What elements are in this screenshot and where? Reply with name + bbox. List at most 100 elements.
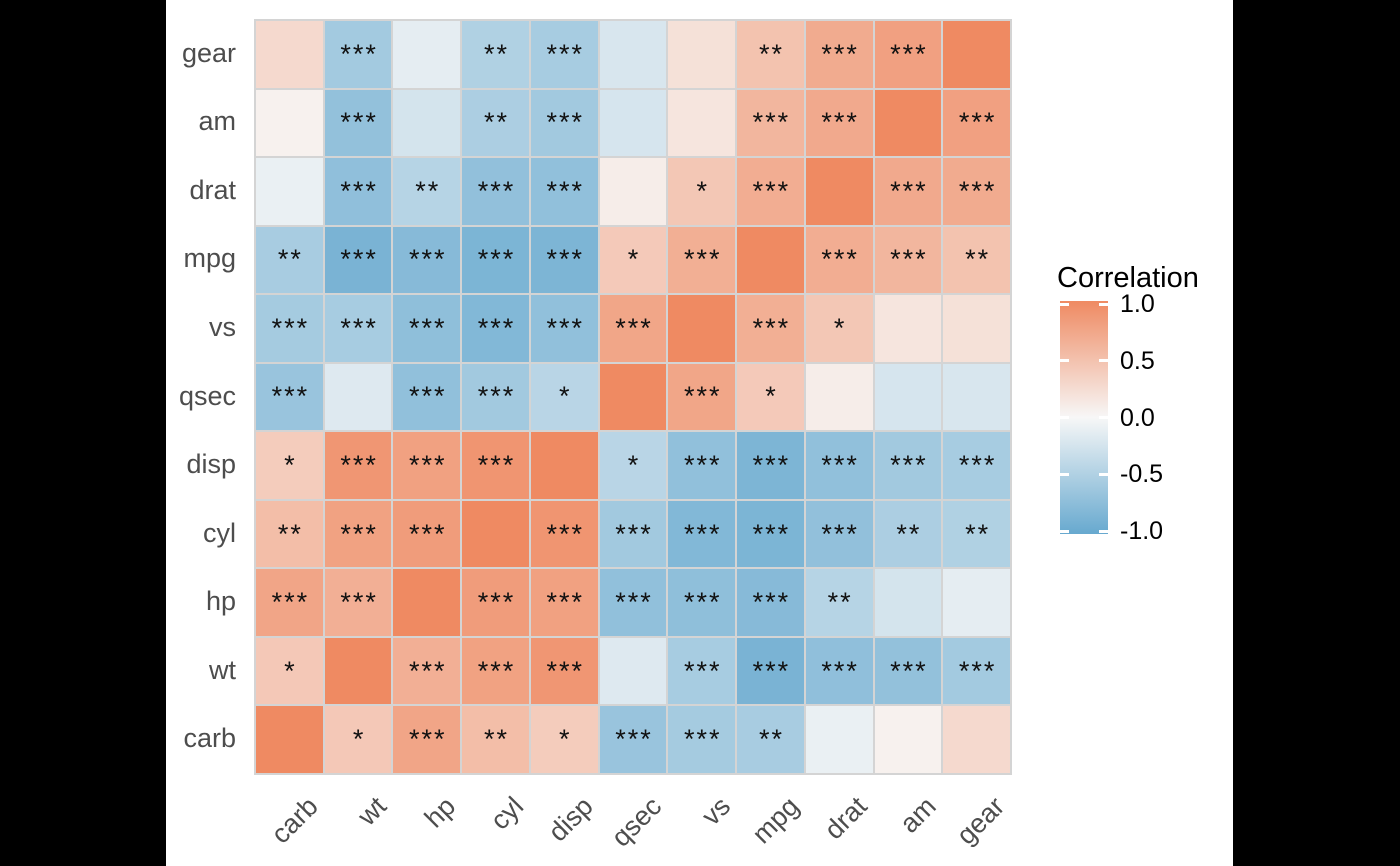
heatmap-cell: *: [324, 706, 392, 773]
colorbar-tick-mark: [1060, 302, 1069, 306]
heatmap-cell: *: [599, 226, 667, 294]
heatmap-cell: ***: [393, 637, 461, 705]
heatmap-cell: [462, 500, 529, 568]
heatmap-cell: ***: [324, 226, 392, 294]
heatmap-cell: **: [256, 226, 323, 294]
heatmap-cell: ***: [462, 295, 529, 362]
heatmap-cell: ***: [393, 226, 461, 294]
y-axis-label: wt: [209, 654, 236, 685]
heatmap-cell: [599, 637, 667, 705]
heatmap-cell: [737, 226, 804, 294]
heatmap-cell: ***: [874, 21, 942, 88]
y-axis-label: carb: [183, 723, 236, 754]
heatmap-cell: [668, 89, 736, 157]
heatmap-grid: *** ** *** ** *** *** *** ** *** *** *** *** *** ** **…: [254, 19, 1012, 775]
heatmap-cell: **: [462, 89, 529, 157]
heatmap-cell: ***: [599, 706, 667, 773]
heatmap-cell: ***: [393, 432, 461, 499]
heatmap-cell: ***: [943, 432, 1010, 499]
y-axis-label: vs: [209, 311, 236, 342]
heatmap-cell: [943, 363, 1010, 431]
heatmap-cell: *: [256, 432, 323, 499]
heatmap-cell: [668, 295, 736, 362]
heatmap-cell: ***: [256, 569, 323, 636]
heatmap-cell: ***: [462, 432, 529, 499]
heatmap-cell: ***: [462, 569, 529, 636]
heatmap-cell: ***: [599, 569, 667, 636]
heatmap-cell: [530, 432, 598, 499]
heatmap-cell: ***: [737, 500, 804, 568]
heatmap-cell: ***: [874, 432, 942, 499]
heatmap-cell: ***: [805, 89, 873, 157]
heatmap-cell: [874, 363, 942, 431]
heatmap-cell: ***: [324, 295, 392, 362]
y-axis-label: qsec: [178, 380, 236, 411]
colorbar-tick-mark: [1060, 529, 1069, 533]
heatmap-cell: **: [874, 500, 942, 568]
y-axis-label: hp: [205, 586, 236, 617]
y-axis-label: gear: [181, 37, 236, 68]
heatmap-cell: [943, 21, 1010, 88]
heatmap-cell: ***: [393, 706, 461, 773]
heatmap-cell: ***: [324, 21, 392, 88]
heatmap-cell: ***: [393, 363, 461, 431]
colorbar-tick-mark: [1060, 472, 1069, 476]
heatmap-cell: **: [256, 500, 323, 568]
heatmap-cell: ***: [668, 569, 736, 636]
heatmap-cell: **: [805, 569, 873, 636]
heatmap-cell: ***: [874, 226, 942, 294]
heatmap-cell: ***: [599, 500, 667, 568]
heatmap-cell: ***: [668, 500, 736, 568]
heatmap-cell: [805, 706, 873, 773]
heatmap-cell: [599, 363, 667, 431]
legend-tick-label: 1.0: [1120, 290, 1155, 318]
heatmap-cell: [805, 158, 873, 225]
legend-tick-label: 0.0: [1120, 403, 1155, 432]
y-axis-label: cyl: [203, 517, 236, 548]
colorbar-tick-mark: [1099, 472, 1108, 476]
heatmap-cell: ***: [530, 226, 598, 294]
heatmap-cell: ***: [668, 706, 736, 773]
heatmap-cell: ***: [737, 432, 804, 499]
heatmap-cell: [256, 706, 323, 773]
heatmap-cell: ***: [805, 21, 873, 88]
heatmap-cell: ***: [462, 226, 529, 294]
heatmap-cell: ***: [668, 363, 736, 431]
heatmap-cell: [943, 706, 1010, 773]
heatmap-cell: ***: [324, 89, 392, 157]
heatmap-cell: [874, 706, 942, 773]
heatmap-cell: [668, 21, 736, 88]
colorbar-tick-mark: [1060, 359, 1069, 363]
heatmap-cell: **: [737, 706, 804, 773]
heatmap-cell: **: [462, 21, 529, 88]
heatmap-cell: [393, 569, 461, 636]
heatmap-cell: ***: [393, 500, 461, 568]
heatmap-cell: ***: [324, 569, 392, 636]
colorbar-tick-mark: [1099, 416, 1108, 419]
heatmap-cell: ***: [324, 432, 392, 499]
heatmap-cell: ***: [256, 295, 323, 362]
heatmap-cell: ***: [737, 295, 804, 362]
heatmap-cell: ***: [668, 637, 736, 705]
heatmap-cell: ***: [530, 295, 598, 362]
heatmap-cell: *: [668, 158, 736, 225]
heatmap-cell: ***: [530, 158, 598, 225]
heatmap-cell: ***: [462, 363, 529, 431]
heatmap-cell: ***: [393, 295, 461, 362]
heatmap-cell: ***: [737, 158, 804, 225]
heatmap-cell: [599, 158, 667, 225]
heatmap-cell: [943, 295, 1010, 362]
heatmap-cell: ***: [530, 637, 598, 705]
heatmap-cell: [874, 89, 942, 157]
colorbar-tick-mark: [1099, 302, 1108, 306]
heatmap-cell: [256, 158, 323, 225]
heatmap-cell: ***: [805, 432, 873, 499]
colorbar-tick-mark: [1099, 529, 1108, 533]
legend-tick-label: -0.5: [1120, 460, 1164, 489]
heatmap-cell: ***: [737, 637, 804, 705]
heatmap-cell: [393, 21, 461, 88]
heatmap-cell: *: [530, 363, 598, 431]
heatmap-cell: ***: [805, 226, 873, 294]
y-axis-label: disp: [186, 449, 236, 480]
